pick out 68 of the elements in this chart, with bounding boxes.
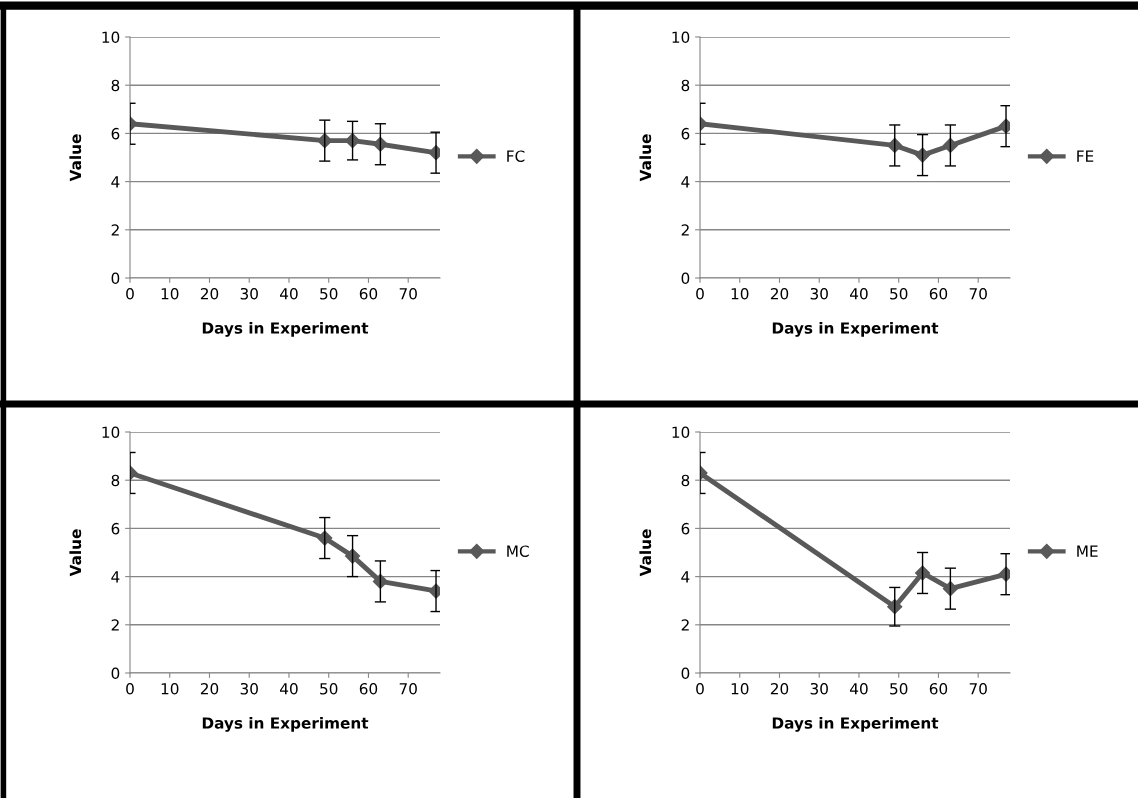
x-tick-label: 60	[929, 287, 948, 300]
x-tick-label: 20	[200, 682, 219, 695]
y-tick-label: 4	[681, 176, 690, 188]
x-tick-label: 50	[890, 287, 908, 300]
y-tick-label: 6	[111, 522, 120, 535]
y-axis-title: Value	[639, 134, 652, 182]
legend-label: ME	[1077, 545, 1098, 557]
y-axis-title: Value	[639, 529, 652, 577]
y-tick-label: 2	[681, 619, 689, 631]
x-tick-label: 0	[126, 682, 134, 695]
x-tick-label: 20	[200, 287, 219, 300]
y-axis-title: Value	[69, 134, 82, 182]
legend-label: FC	[507, 150, 525, 162]
x-axis-title: Days in Experiment	[202, 716, 369, 732]
x-tick-label: 20	[770, 682, 789, 695]
x-tick-label: 10	[731, 287, 749, 300]
x-tick-label: 50	[320, 682, 338, 695]
y-tick-label: 4	[681, 571, 690, 583]
x-tick-label: 40	[280, 287, 298, 300]
x-tick-label: 60	[359, 287, 378, 300]
x-axis-title: Days in Experiment	[772, 321, 939, 337]
x-tick-label: 30	[240, 682, 258, 695]
legend-label: MC	[507, 545, 529, 557]
x-tick-label: 0	[696, 682, 704, 695]
x-tick-label: 10	[161, 287, 179, 300]
x-tick-label: 50	[890, 682, 908, 695]
y-tick-label: 6	[681, 127, 690, 140]
x-tick-label: 0	[696, 287, 704, 300]
x-tick-label: 10	[731, 682, 749, 695]
y-tick-label: 2	[681, 224, 689, 236]
x-tick-label: 70	[399, 287, 417, 300]
y-tick-label: 2	[111, 619, 119, 631]
y-tick-label: 6	[111, 127, 120, 140]
x-tick-label: 30	[240, 287, 258, 300]
legend-label: FE	[1077, 150, 1094, 162]
y-tick-label: 2	[111, 224, 119, 236]
y-tick-label: 10	[672, 31, 690, 44]
y-tick-label: 0	[111, 272, 120, 285]
y-tick-label: 8	[111, 474, 120, 487]
y-tick-label: 8	[681, 474, 690, 487]
y-tick-label: 6	[681, 522, 690, 535]
y-tick-label: 4	[111, 176, 120, 188]
x-tick-label: 70	[969, 682, 987, 695]
y-tick-label: 10	[672, 426, 690, 439]
y-tick-label: 10	[102, 426, 120, 439]
x-tick-label: 40	[850, 287, 868, 300]
y-tick-label: 0	[681, 272, 690, 285]
y-tick-label: 8	[681, 79, 690, 92]
x-tick-label: 40	[850, 682, 868, 695]
x-tick-label: 20	[770, 287, 789, 300]
x-tick-label: 70	[399, 682, 417, 695]
x-tick-label: 60	[359, 682, 378, 695]
x-tick-label: 10	[161, 682, 179, 695]
y-tick-label: 8	[111, 79, 120, 92]
y-tick-label: 4	[111, 571, 120, 583]
x-tick-label: 0	[126, 287, 134, 300]
y-tick-label: 0	[111, 667, 120, 680]
y-tick-label: 10	[102, 31, 120, 44]
x-tick-label: 60	[929, 682, 948, 695]
x-tick-label: 40	[280, 682, 298, 695]
x-axis-title: Days in Experiment	[202, 321, 369, 337]
x-axis-title: Days in Experiment	[772, 716, 939, 732]
x-tick-label: 50	[320, 287, 338, 300]
x-tick-label: 30	[810, 682, 828, 695]
x-tick-label: 70	[969, 287, 987, 300]
y-tick-label: 0	[681, 667, 690, 680]
y-axis-title: Value	[69, 529, 82, 577]
x-tick-label: 30	[810, 287, 828, 300]
